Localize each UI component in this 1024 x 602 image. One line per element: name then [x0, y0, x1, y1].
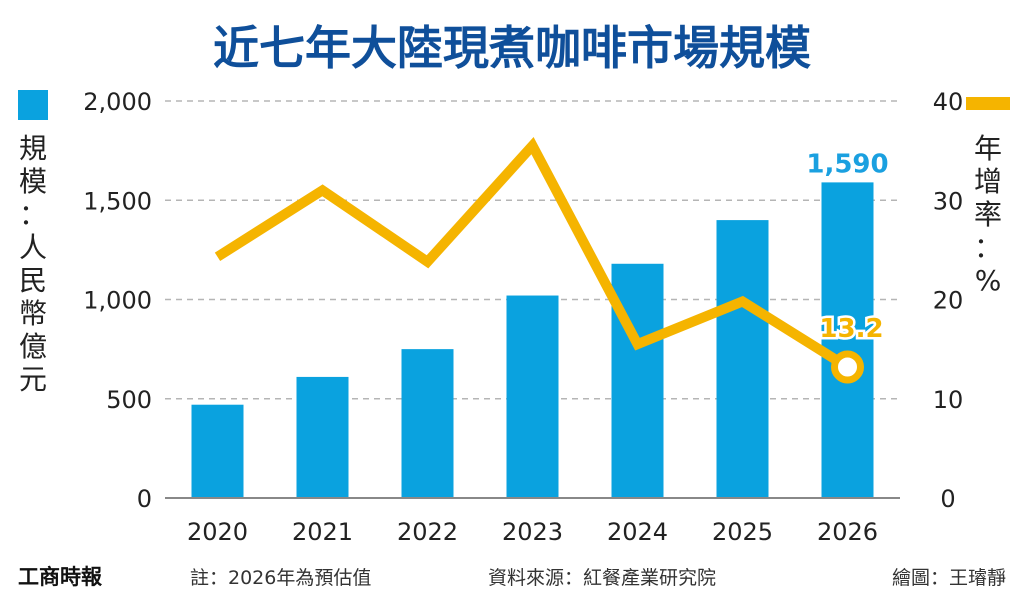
newspaper-logo: 工商時報	[18, 564, 103, 589]
footer-note: 註：2026年為預估值	[190, 567, 371, 589]
left-axis-label-char: 規	[19, 132, 47, 165]
bar	[506, 295, 559, 498]
x-tick-label: 2020	[187, 518, 248, 546]
x-tick-label: 2024	[607, 518, 668, 546]
data-labels: 1,590 13.2	[806, 149, 888, 346]
bar	[821, 182, 874, 498]
x-tick-label: 2025	[712, 518, 773, 546]
left-tick-label: 0	[137, 485, 152, 513]
line-legend-swatch	[966, 97, 1010, 110]
bar	[191, 404, 244, 498]
left-axis-ticks: 0 500 1,000 1,500 2,000	[83, 88, 152, 513]
chart-title: 近七年大陸現煮咖啡市場規模	[213, 21, 811, 75]
bar-value-label: 1,590	[806, 149, 888, 179]
right-tick-label: 30	[933, 187, 964, 215]
bar-legend-swatch	[18, 90, 48, 120]
left-axis-label-char: 人	[19, 231, 47, 264]
right-axis-label: 年增率：%	[974, 132, 1002, 297]
right-axis-label-char: ：	[974, 231, 1002, 264]
right-axis-label-char: 率	[974, 198, 1002, 231]
left-axis-label-char: 模	[19, 165, 47, 198]
x-tick-label: 2026	[817, 518, 878, 546]
line-value-label: 13.2	[819, 314, 883, 344]
bar	[716, 220, 769, 498]
left-axis-label-char: ：	[19, 198, 47, 231]
right-tick-label: 10	[933, 386, 964, 414]
left-tick-label: 1,500	[83, 187, 152, 215]
x-axis-ticks: 2020 2021 2022 2023 2024 2025 2026	[187, 518, 878, 546]
right-tick-label: 0	[940, 485, 955, 513]
right-axis-label-char: %	[975, 264, 1002, 297]
left-axis-label-char: 民	[19, 264, 47, 297]
left-tick-label: 1,000	[83, 287, 152, 315]
right-tick-label: 20	[933, 287, 964, 315]
footer-source: 資料來源：紅餐產業研究院	[488, 567, 716, 589]
left-axis-label-char: 元	[19, 363, 47, 396]
bar	[611, 263, 664, 498]
growth-line	[214, 137, 864, 384]
bar	[296, 376, 349, 498]
growth-line-end-marker	[831, 350, 864, 384]
footer-credit: 繪圖：王璿靜	[892, 567, 1006, 589]
x-tick-label: 2021	[292, 518, 353, 546]
left-axis-label-char: 億	[19, 330, 47, 363]
bar	[401, 349, 454, 498]
right-axis-label-char: 年	[974, 132, 1002, 165]
right-tick-label: 40	[933, 88, 964, 116]
left-tick-label: 2,000	[83, 88, 152, 116]
x-tick-label: 2023	[502, 518, 563, 546]
x-tick-label: 2022	[397, 518, 458, 546]
growth-line-path	[214, 137, 851, 372]
left-axis-label-char: 幣	[19, 297, 47, 330]
right-axis-label-char: 增	[974, 165, 1002, 198]
bars	[191, 182, 874, 498]
right-axis-ticks: 0 10 20 30 40	[933, 88, 964, 513]
left-tick-label: 500	[106, 386, 152, 414]
